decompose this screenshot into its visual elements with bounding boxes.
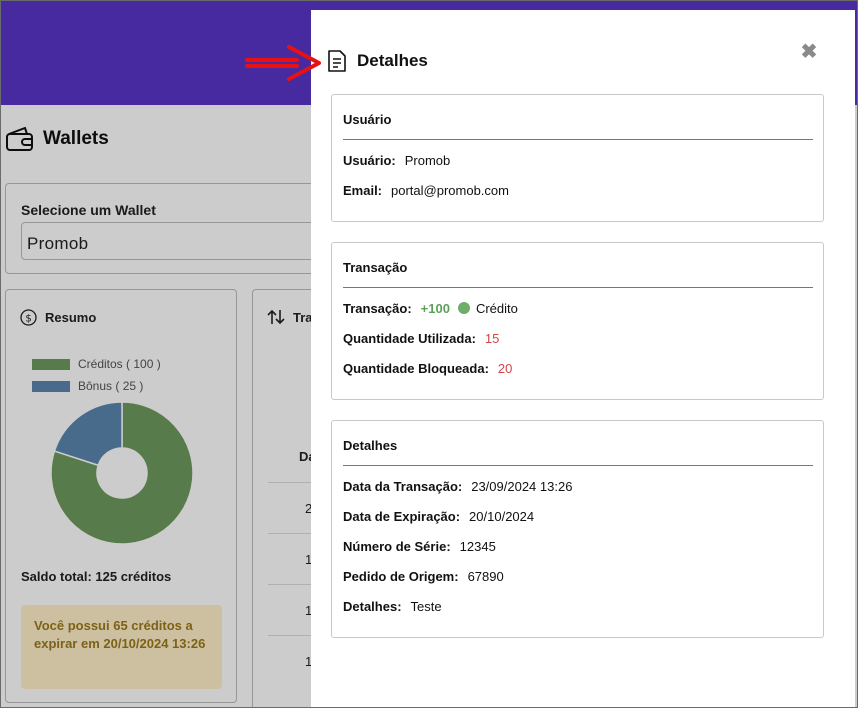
transactions-title: Tra bbox=[293, 309, 313, 325]
table-cell: 1( bbox=[305, 603, 317, 618]
field-label: Pedido de Origem: bbox=[343, 569, 459, 584]
section-header: Usuário bbox=[343, 112, 392, 127]
drawer-header: Detalhes bbox=[325, 49, 428, 73]
field-label: Quantidade Bloqueada: bbox=[343, 361, 489, 376]
field-value: portal@promob.com bbox=[391, 183, 509, 198]
legend-item-creditos[interactable]: Créditos ( 100 ) bbox=[32, 353, 161, 375]
resumo-card: $ Resumo Créditos ( 100 ) Bônus ( 25 ) S… bbox=[5, 289, 237, 703]
donut-slice-bonus[interactable] bbox=[53, 401, 123, 467]
data-expiracao-field: Data de Expiração: 20/10/2024 bbox=[343, 509, 534, 524]
legend-label-creditos: Créditos ( 100 ) bbox=[78, 357, 161, 371]
table-row[interactable]: 1( bbox=[268, 635, 338, 686]
table-cell: 2 bbox=[305, 501, 313, 516]
table-cell: 1( bbox=[305, 552, 317, 567]
field-label: Email: bbox=[343, 183, 383, 198]
email-field: Email: portal@promob.com bbox=[343, 183, 509, 198]
field-label: Data de Expiração: bbox=[343, 509, 461, 524]
chart-legend: Créditos ( 100 ) Bônus ( 25 ) bbox=[32, 353, 161, 397]
field-value: 12345 bbox=[459, 539, 496, 554]
field-value: 67890 bbox=[467, 569, 504, 584]
wallet-icon bbox=[6, 126, 33, 151]
field-value: 20/10/2024 bbox=[469, 509, 535, 524]
table-row[interactable]: 2 bbox=[268, 482, 338, 533]
divider bbox=[343, 139, 813, 140]
section-header: Detalhes bbox=[343, 438, 398, 453]
resumo-header: $ Resumo bbox=[20, 309, 96, 326]
wallets-title: Wallets bbox=[43, 128, 109, 149]
data-transacao-field: Data da Transação: 23/09/2024 13:26 bbox=[343, 479, 572, 494]
wallet-select-label: Selecione um Wallet bbox=[21, 202, 156, 218]
table-row[interactable]: 1( bbox=[268, 533, 338, 584]
pedido-origem-field: Pedido de Origem: 67890 bbox=[343, 569, 504, 584]
document-icon bbox=[328, 50, 346, 72]
svg-text:$: $ bbox=[25, 314, 31, 325]
field-label: Quantidade Utilizada: bbox=[343, 331, 476, 346]
section-header: Transação bbox=[343, 260, 408, 275]
legend-label-bonus: Bônus ( 25 ) bbox=[78, 379, 144, 393]
saldo-total: Saldo total: 125 créditos bbox=[21, 569, 172, 584]
usuario-section: Usuário Usuário: Promob Email: portal@prom… bbox=[331, 94, 824, 222]
wallet-select-card: Selecione um Wallet Promob bbox=[5, 183, 331, 274]
table-row[interactable]: 1( bbox=[268, 584, 338, 635]
field-label: Usuário: bbox=[343, 153, 396, 168]
wallets-header: Wallets bbox=[5, 125, 109, 153]
close-button[interactable]: ✖ bbox=[800, 41, 818, 63]
field-value: Promob bbox=[404, 153, 451, 168]
divider bbox=[343, 287, 813, 288]
field-value: Teste bbox=[410, 599, 442, 614]
legend-swatch-bonus bbox=[32, 380, 70, 392]
wallet-select-value: Promob bbox=[27, 234, 89, 253]
donut-slice-creditos[interactable] bbox=[50, 401, 194, 545]
sort-arrows-icon bbox=[267, 309, 285, 325]
red-arrow-annotation bbox=[245, 45, 321, 81]
expiration-alert: Você possui 65 créditos a expirar em 20/… bbox=[21, 605, 222, 689]
divider bbox=[343, 465, 813, 466]
field-label: Detalhes: bbox=[343, 599, 402, 614]
detalhes-field: Detalhes: Teste bbox=[343, 599, 442, 614]
dollar-circle-icon: $ bbox=[20, 309, 37, 326]
numero-serie-field: Número de Série: 12345 bbox=[343, 539, 496, 554]
transacao-amount: +100 bbox=[420, 301, 450, 316]
table-cell: 1( bbox=[305, 654, 317, 669]
resumo-title: Resumo bbox=[45, 310, 97, 325]
credit-status-dot bbox=[457, 302, 470, 314]
transacao-type: Crédito bbox=[475, 301, 518, 316]
transacao-field: Transação: +100 Crédito bbox=[343, 301, 518, 316]
quantidade-utilizada-field: Quantidade Utilizada: 15 bbox=[343, 331, 499, 346]
legend-item-bonus[interactable]: Bônus ( 25 ) bbox=[32, 375, 161, 397]
donut-chart bbox=[50, 401, 194, 545]
field-label: Número de Série: bbox=[343, 539, 451, 554]
quantidade-bloqueada-field: Quantidade Bloqueada: 20 bbox=[343, 361, 512, 376]
transacao-section: Transação Transação: +100 Crédito Quantida… bbox=[331, 242, 824, 400]
field-value: 15 bbox=[484, 331, 500, 346]
details-drawer: Detalhes ✖ Usuário Usuário: Promob Email:… bbox=[311, 10, 855, 707]
transactions-header: Tra bbox=[267, 309, 313, 325]
field-value: 23/09/2024 13:26 bbox=[471, 479, 573, 494]
drawer-title: Detalhes bbox=[357, 51, 428, 70]
legend-swatch-creditos bbox=[32, 358, 70, 370]
field-value: 20 bbox=[497, 361, 513, 376]
field-label: Transação: bbox=[343, 301, 412, 316]
usuario-field: Usuário: Promob bbox=[343, 153, 450, 168]
field-label: Data da Transação: bbox=[343, 479, 463, 494]
detalhes-section: Detalhes Data da Transação: 23/09/2024 13… bbox=[331, 420, 824, 638]
